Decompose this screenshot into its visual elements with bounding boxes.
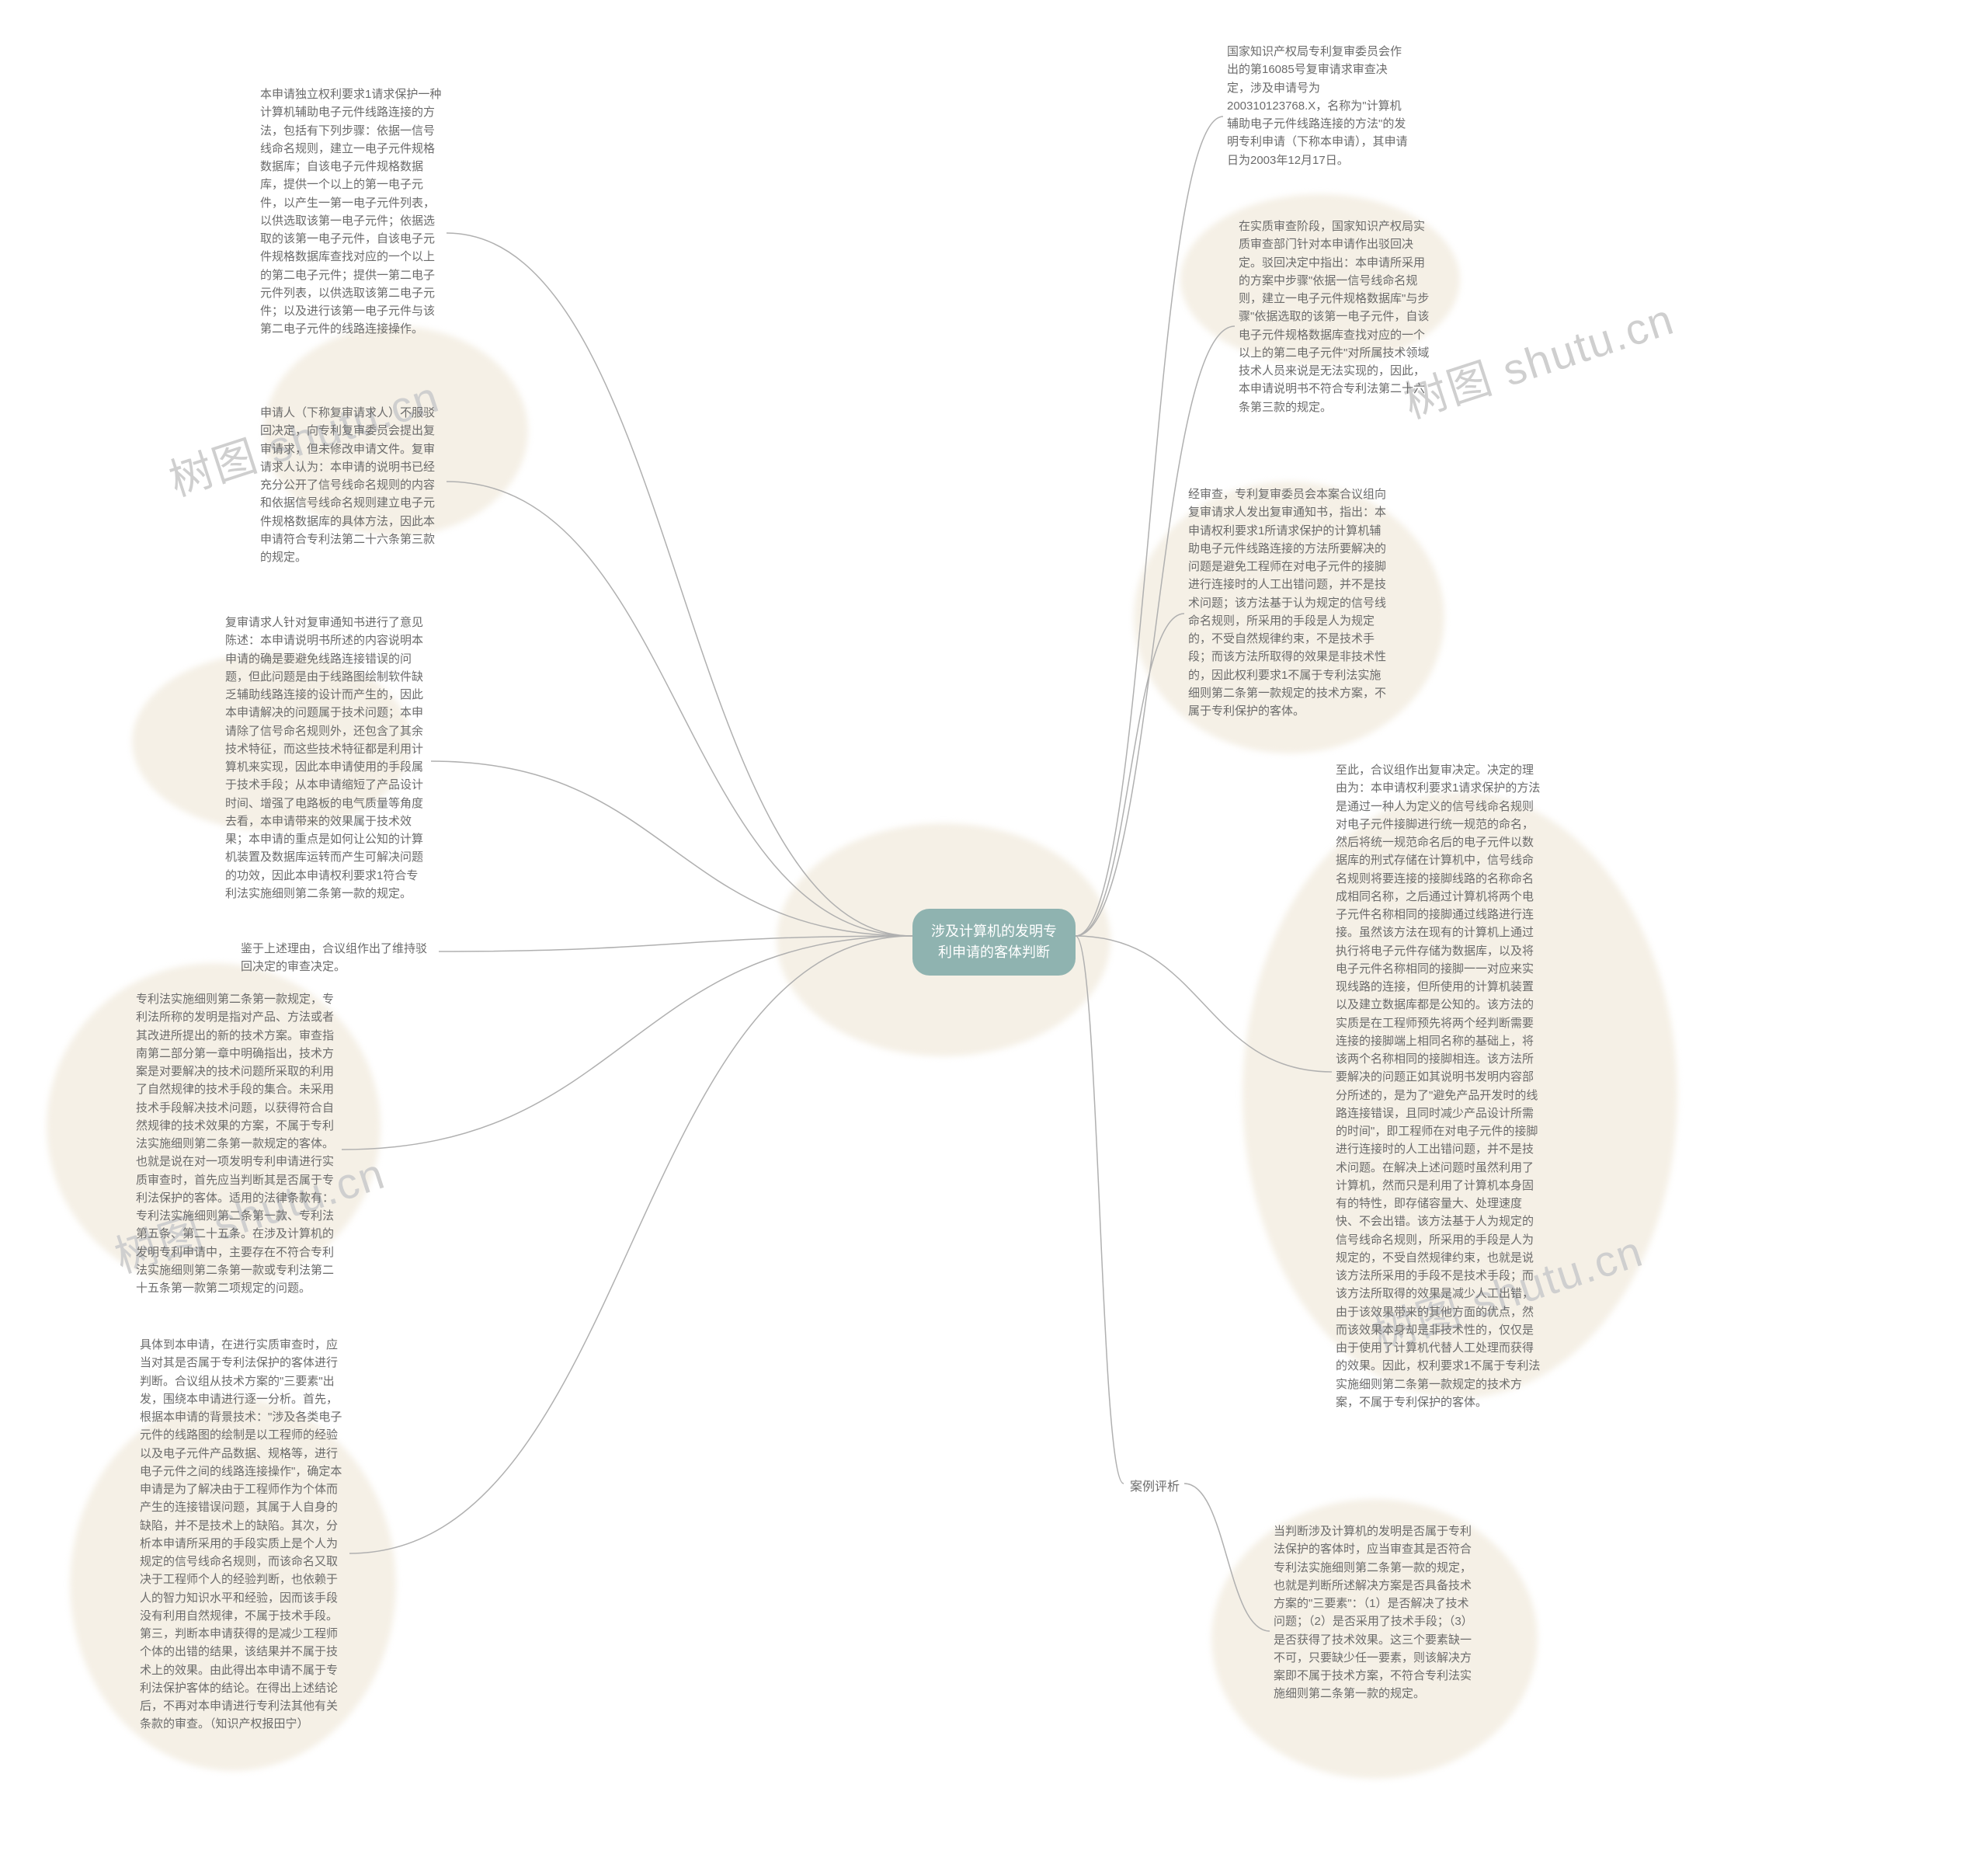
right-node-3: 经审查，专利复审委员会本案合议组向复审请求人发出复审通知书，指出：本申请权利要求… (1188, 485, 1390, 720)
center-node: 涉及计算机的发明专利申请的客体判断 (912, 909, 1076, 976)
mindmap-canvas: 树图 shutu.cn树图 shutu.cn树图 shutu.cn树图 shut… (0, 0, 1988, 1868)
left-node-3: 复审请求人针对复审通知书进行了意见陈述：本申请说明书所述的内容说明本申请的确是要… (225, 614, 427, 903)
left-node-2: 申请人（下称复审请求人）不服驳回决定，向专利复审委员会提出复审请求，但未修改申请… (260, 404, 443, 566)
node-text: 当判断涉及计算机的发明是否属于专利法保护的客体时，应当审查其是否符合专利法实施细… (1274, 1525, 1472, 1700)
node-text: 至此，合议组作出复审决定。决定的理由为：本申请权利要求1请求保护的方法是通过一种… (1336, 764, 1540, 1409)
right-node-2: 在实质审查阶段，国家知识产权局实质审查部门针对本申请作出驳回决定。驳回决定中指出… (1239, 217, 1433, 416)
node-text: 国家知识产权局专利复审委员会作出的第16085号复审请求审查决定，涉及申请号为2… (1227, 45, 1408, 167)
analysis-label: 案例评析 (1130, 1476, 1180, 1494)
node-text: 经审查，专利复审委员会本案合议组向复审请求人发出复审通知书，指出：本申请权利要求… (1188, 488, 1386, 718)
left-node-5: 专利法实施细则第二条第一款规定，专利法所称的发明是指对产品、方法或者其改进所提出… (136, 990, 338, 1297)
center-text: 涉及计算机的发明专利申请的客体判断 (931, 924, 1057, 960)
left-node-1: 本申请独立权利要求1请求保护一种计算机辅助电子元件线路连接的方法，包括有下列步骤… (260, 85, 443, 339)
right-node-5: 当判断涉及计算机的发明是否属于专利法保护的客体时，应当审查其是否符合专利法实施细… (1274, 1522, 1472, 1703)
node-text: 本申请独立权利要求1请求保护一种计算机辅助电子元件线路连接的方法，包括有下列步骤… (260, 88, 441, 336)
right-node-4: 至此，合议组作出复审决定。决定的理由为：本申请权利要求1请求保护的方法是通过一种… (1336, 761, 1541, 1411)
node-text: 申请人（下称复审请求人）不服驳回决定，向专利复审委员会提出复审请求，但未修改申请… (260, 406, 435, 564)
analysis-label-text: 案例评析 (1130, 1480, 1180, 1494)
node-text: 在实质审查阶段，国家知识产权局实质审查部门针对本申请作出驳回决定。驳回决定中指出… (1239, 220, 1429, 414)
node-text: 复审请求人针对复审通知书进行了意见陈述：本申请说明书所述的内容说明本申请的确是要… (225, 616, 423, 900)
right-node-1: 国家知识产权局专利复审委员会作出的第16085号复审请求审查决定，涉及申请号为2… (1227, 43, 1409, 169)
node-text: 鉴于上述理由，合议组作出了维持驳回决定的审查决定。 (241, 942, 427, 973)
left-node-6: 具体到本申请，在进行实质审查时，应当对其是否属于专利法保护的客体进行判断。合议组… (140, 1336, 346, 1734)
node-text: 专利法实施细则第二条第一款规定，专利法所称的发明是指对产品、方法或者其改进所提出… (136, 993, 334, 1295)
left-node-4: 鉴于上述理由，合议组作出了维持驳回决定的审查决定。 (241, 940, 435, 976)
node-text: 具体到本申请，在进行实质审查时，应当对其是否属于专利法保护的客体进行判断。合议组… (140, 1338, 342, 1731)
